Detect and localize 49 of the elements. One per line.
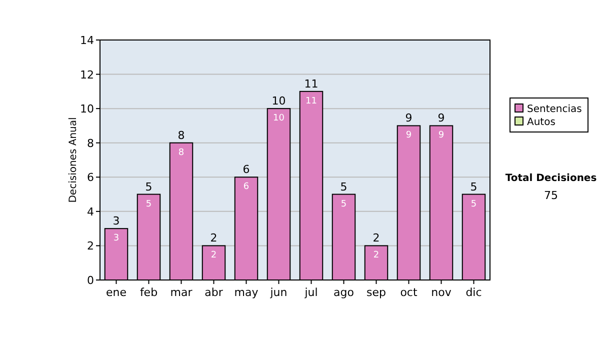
total-label: 2 [210,232,218,245]
data-label: 9 [406,130,412,141]
total-label: 10 [272,94,286,108]
text: Total Decisiones [505,173,597,184]
x-tick-label: abr [204,286,224,299]
data-label: 11 [306,96,317,106]
x-tick-label: sep [366,286,386,299]
y-tick-label: 4 [87,205,94,218]
total-label: 11 [304,77,318,90]
total-label: 5 [470,180,478,194]
x-tick-label: jun [269,286,288,299]
data-label: 9 [438,130,444,141]
legend-label: Sentencias [527,104,582,115]
x-tick-label: ene [106,286,127,299]
total-label: 9 [438,112,445,125]
total-label: 5 [145,180,152,194]
data-label: 5 [470,199,477,210]
total-label: 5 [340,180,348,194]
total-label: 6 [242,163,250,176]
y-tick-label: 14 [80,34,94,47]
y-tick-label: 6 [87,171,94,184]
y-tick-label: 8 [87,136,94,150]
x-tick-label: ago [334,286,354,299]
legend-label: Autos [527,117,556,128]
data-label: 3 [113,234,120,244]
y-tick-label: 2 [87,240,94,253]
text: 75 [544,189,558,202]
total-label: 8 [178,128,185,142]
y-tick-label: 12 [80,68,94,82]
data-label: 10 [273,114,285,124]
data-label: 5 [340,199,347,210]
x-tick-label: feb [140,286,158,299]
data-label: 2 [373,250,380,261]
x-tick-label: dic [466,286,482,299]
y-tick-label: 10 [80,102,94,116]
total-label: 3 [112,214,120,228]
x-tick-label: nov [431,286,452,299]
x-tick-label: jul [304,286,318,299]
total-label: 2 [372,232,380,245]
data-label: 6 [243,182,250,192]
x-tick-label: may [234,286,259,299]
y-axis-title: Decisiones Anual [68,117,79,203]
x-tick-label: oct [400,286,418,299]
data-label: 5 [146,199,152,210]
data-label: 8 [178,148,184,158]
total-label: 9 [405,112,412,125]
data-label: 2 [210,250,217,261]
x-tick-label: mar [170,286,193,299]
y-tick-label: 0 [87,274,94,287]
